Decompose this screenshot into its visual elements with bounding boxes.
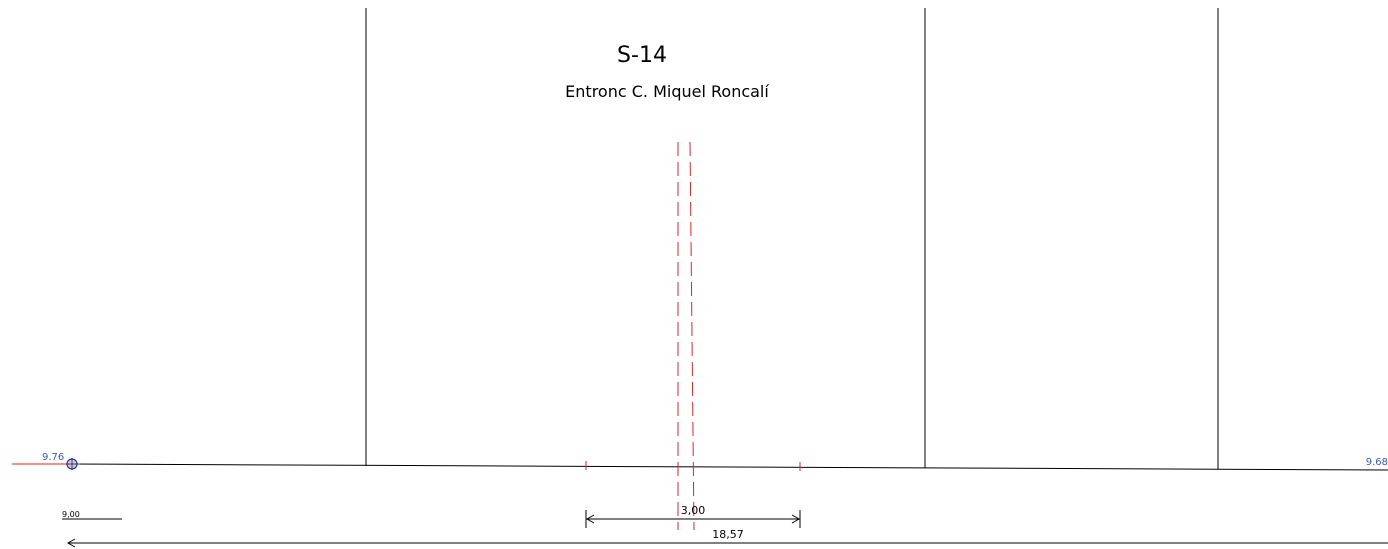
terrain-profile-line	[71, 463, 1388, 471]
elevation-left: 9.76	[42, 452, 64, 463]
centerline-right	[689, 141, 695, 531]
section-code: S-14	[617, 43, 667, 68]
road-width-value: 3,00	[681, 504, 706, 517]
scale-reference-value: 9,00	[62, 510, 80, 519]
total-width-value: 18,57	[712, 528, 744, 541]
section-name: Entronc C. Miquel Roncalí	[565, 82, 769, 101]
crosshair-circle-icon	[66, 458, 80, 470]
elevation-right: 9.68	[1366, 457, 1388, 468]
road-width-dimension	[585, 510, 801, 528]
total-width-dimension	[66, 538, 1388, 548]
